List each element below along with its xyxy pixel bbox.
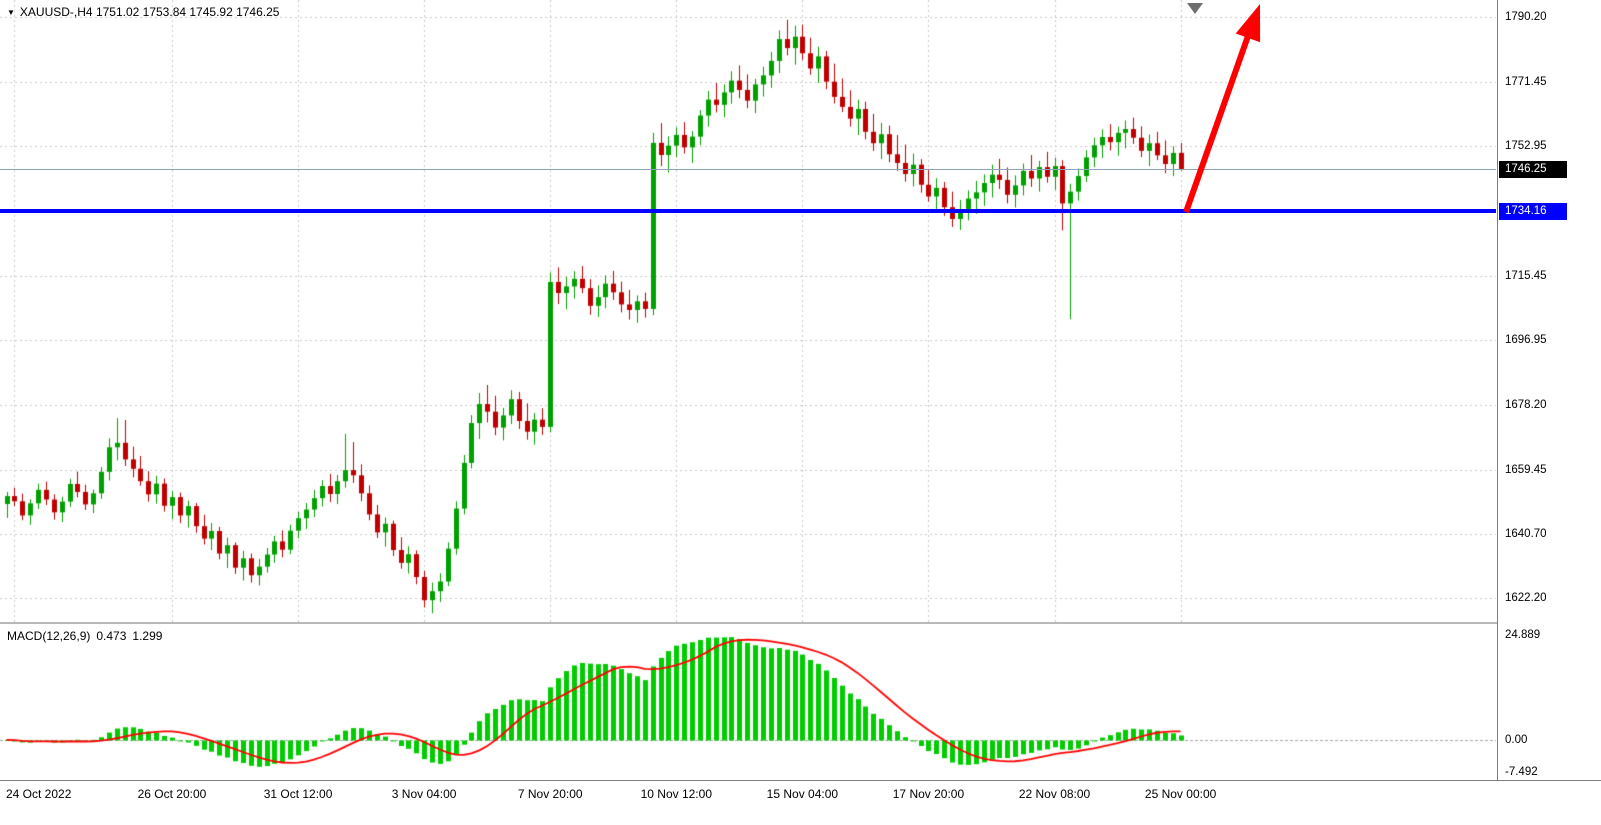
price-axis[interactable]: 1746.25 1734.16 1790.20 1771.45 1752.95 171… — [1497, 0, 1601, 780]
time-axis[interactable]: 24 Oct 2022 26 Oct 20:00 31 Oct 12:00 3 Nov… — [0, 780, 1601, 825]
time-axis-label: 10 Nov 12:00 — [640, 787, 712, 801]
object-anchor-triangle-icon — [1187, 3, 1203, 14]
macd-indicator-label: MACD(12,26,9) 0.473 1.299 — [7, 629, 168, 643]
price-axis-tick: 1622.20 — [1505, 592, 1547, 605]
support-line-object[interactable] — [0, 209, 1496, 214]
time-axis-label: 3 Nov 04:00 — [391, 787, 457, 801]
macd-axis-tick: -7.492 — [1505, 765, 1538, 778]
time-axis-label: 15 Nov 04:00 — [766, 787, 839, 801]
ohlc-values: 1751.02 1753.84 1745.92 1746.25 — [95, 5, 280, 19]
macd-signal-value: 1.299 — [132, 629, 163, 643]
macd-canvas[interactable] — [0, 624, 1496, 780]
price-axis-tick: 1696.95 — [1505, 333, 1547, 346]
price-axis-tick: 1659.45 — [1505, 463, 1547, 476]
current-price-line — [0, 168, 1496, 170]
time-axis-label: 7 Nov 20:00 — [517, 787, 583, 801]
macd-name: MACD(12,26,9) — [7, 629, 91, 643]
time-axis-label: 17 Nov 20:00 — [892, 787, 965, 801]
trend-arrow-object[interactable] — [1140, 0, 1280, 240]
price-axis-tick: 1715.45 — [1505, 269, 1547, 282]
price-axis-tick: 1771.45 — [1505, 76, 1547, 89]
time-axis-label: 22 Nov 08:00 — [1018, 787, 1091, 801]
price-axis-tick: 1752.95 — [1505, 140, 1547, 153]
macd-axis-tick: 24.889 — [1505, 629, 1541, 641]
time-axis-label: 31 Oct 12:00 — [263, 787, 333, 801]
macd-main-value: 0.473 — [96, 629, 127, 643]
price-axis-tick: 1678.20 — [1505, 398, 1547, 411]
price-chart-canvas[interactable] — [0, 0, 1496, 622]
symbol-title: XAUUSD-,H4 — [19, 5, 93, 19]
price-axis-tick: 1640.70 — [1505, 528, 1547, 541]
price-axis-tick: 1790.20 — [1505, 11, 1547, 24]
time-axis-label: 24 Oct 2022 — [6, 787, 72, 801]
support-line-badge: 1734.16 — [1499, 202, 1567, 220]
time-axis-label: 25 Nov 00:00 — [1144, 787, 1217, 801]
one-click-expander-icon[interactable]: ▼ — [7, 8, 15, 17]
current-price-badge: 1746.25 — [1499, 160, 1567, 178]
time-axis-label: 26 Oct 20:00 — [137, 787, 207, 801]
pane-separator[interactable] — [0, 622, 1497, 624]
symbol-ohlc-label: ▼ XAUUSD-,H4 1751.02 1753.84 1745.92 1746… — [7, 5, 279, 19]
macd-axis-tick: 0.00 — [1505, 733, 1528, 746]
